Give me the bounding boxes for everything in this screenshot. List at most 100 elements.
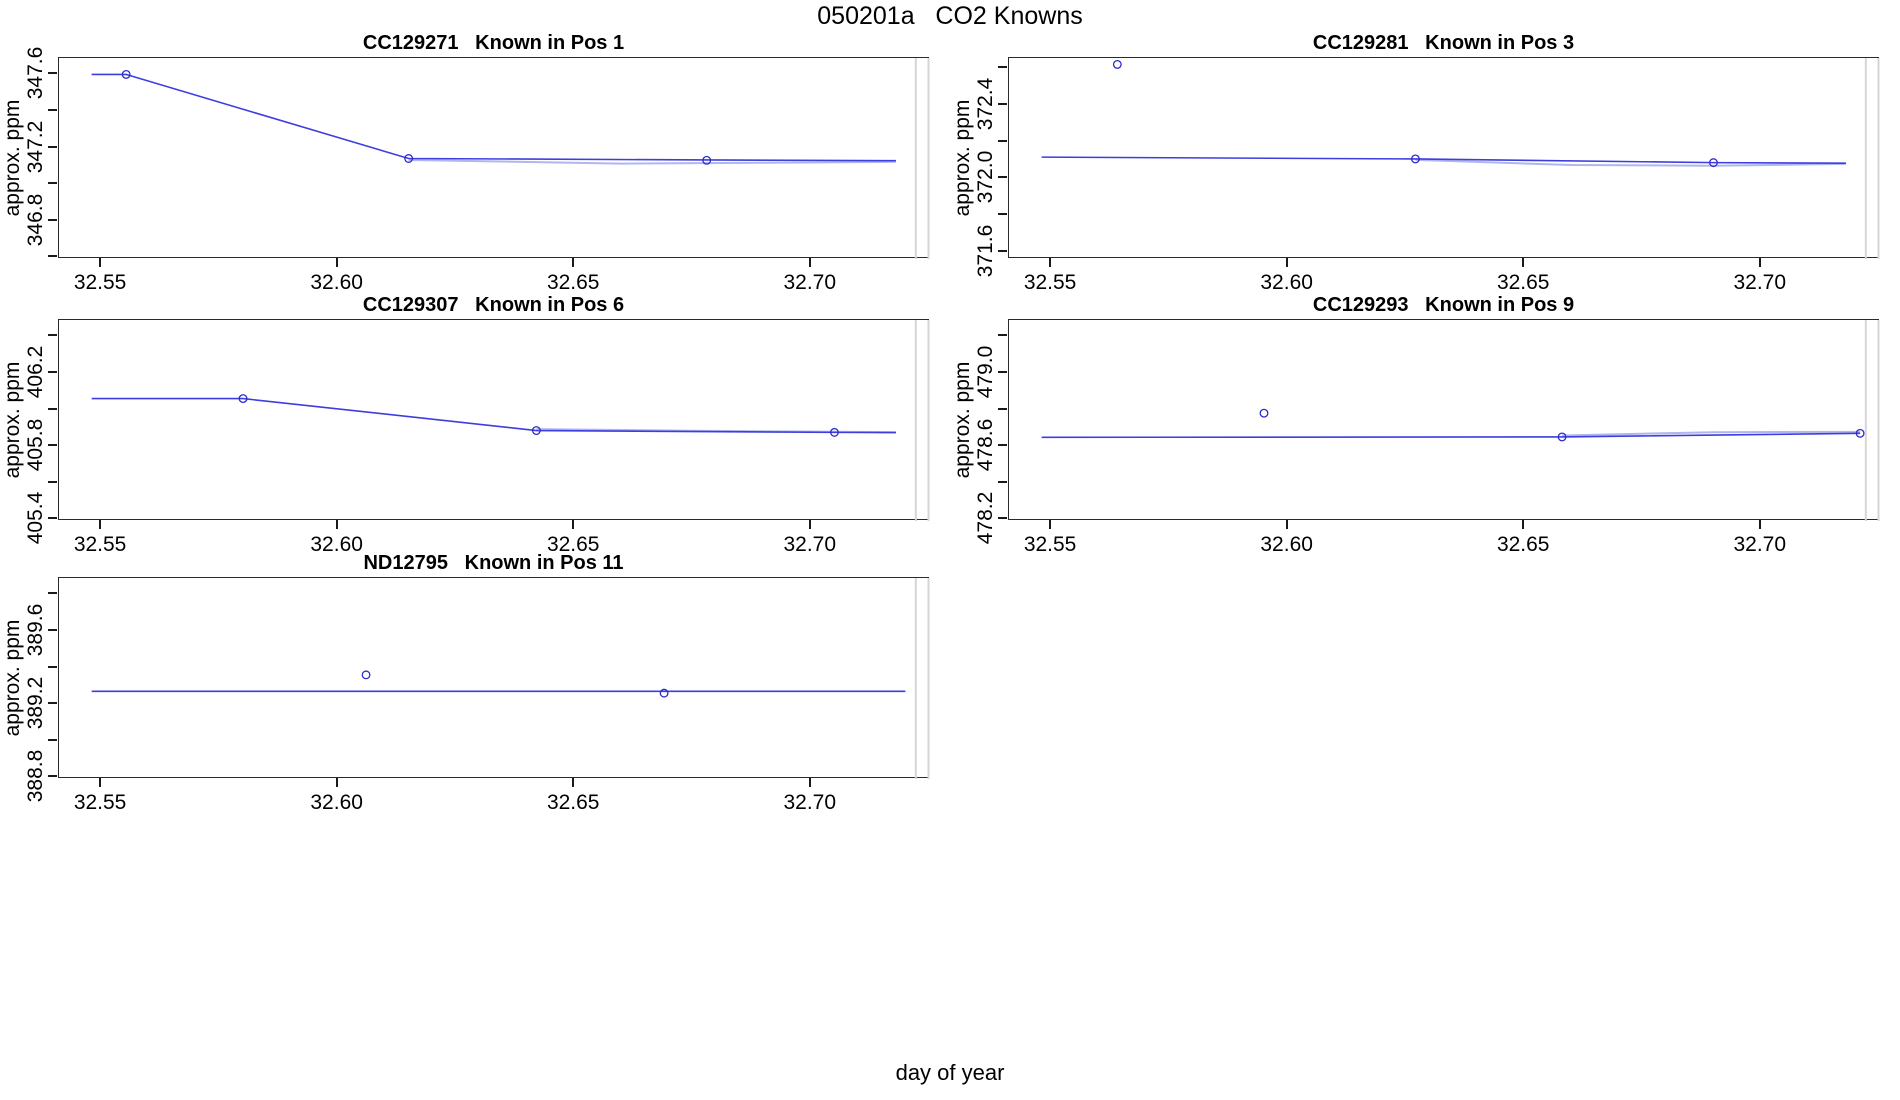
x-tick xyxy=(572,520,575,529)
x-tick xyxy=(1522,520,1525,529)
panel-title-CC129271: CC129271 Known in Pos 1 xyxy=(362,32,625,54)
y-tick xyxy=(48,370,57,373)
y-tick-label: 478.6 xyxy=(974,418,997,472)
plot-box-CC129271 xyxy=(58,57,930,259)
x-tick xyxy=(1758,520,1761,529)
y-axis-label-CC129271: approx. ppm xyxy=(1,99,24,216)
x-tick-label: 32.70 xyxy=(783,791,837,814)
data-point xyxy=(1709,158,1718,168)
y-tick xyxy=(998,102,1007,105)
y-tick-label: 388.8 xyxy=(24,749,47,803)
y-tick-label: 406.2 xyxy=(24,345,47,399)
plot-box-CC129281 xyxy=(1008,57,1880,259)
y-tick xyxy=(48,444,57,447)
x-tick xyxy=(335,778,338,787)
x-tick-label: 32.65 xyxy=(546,791,600,814)
plot-svg-CC129271 xyxy=(91,58,930,259)
data-point xyxy=(1557,432,1567,442)
y-tick xyxy=(48,517,57,520)
y-tick xyxy=(998,407,1007,410)
y-tick xyxy=(48,182,57,185)
y-tick-label: 479.0 xyxy=(974,345,997,399)
x-tick-label: 32.55 xyxy=(73,533,127,556)
x-axis-title: day of year xyxy=(895,1060,1005,1085)
x-tick-label: 32.60 xyxy=(1260,271,1313,294)
data-line xyxy=(91,73,896,162)
y-tick xyxy=(48,334,57,337)
fit-line xyxy=(408,158,896,165)
x-tick-label: 32.70 xyxy=(1733,271,1787,294)
y-tick xyxy=(48,628,57,631)
y-tick xyxy=(998,66,1007,69)
x-tick-label: 32.65 xyxy=(1496,271,1550,294)
y-tick xyxy=(48,665,57,668)
x-tick-label: 32.60 xyxy=(310,271,363,294)
x-tick xyxy=(1758,258,1761,267)
x-tick-label: 32.70 xyxy=(783,271,837,294)
y-tick xyxy=(48,775,57,778)
x-tick xyxy=(1049,258,1052,267)
y-tick xyxy=(48,702,57,705)
x-tick xyxy=(335,520,338,529)
x-tick-label: 32.55 xyxy=(73,271,127,294)
x-tick-label: 32.55 xyxy=(73,791,127,814)
plot-box-CC129293 xyxy=(1008,319,1880,521)
x-tick-label: 32.70 xyxy=(783,533,837,556)
data-point xyxy=(361,670,371,680)
data-point xyxy=(121,69,131,79)
y-tick-label: 389.2 xyxy=(24,676,47,730)
data-line xyxy=(1041,432,1861,439)
data-point xyxy=(829,427,839,437)
x-tick xyxy=(335,258,338,267)
y-axis-label-CC129293: approx. ppm xyxy=(951,361,974,478)
data-point xyxy=(1259,408,1269,418)
data-point xyxy=(659,688,669,698)
x-tick xyxy=(1285,520,1288,529)
plot-svg-CC129281 xyxy=(1041,58,1880,259)
y-tick-label: 372.4 xyxy=(974,77,997,131)
x-tick xyxy=(1522,258,1525,267)
y-tick xyxy=(998,444,1007,447)
data-point xyxy=(1410,154,1420,164)
x-tick-label: 32.70 xyxy=(1733,533,1787,556)
panel-title-CC129307: CC129307 Known in Pos 6 xyxy=(362,294,625,316)
x-tick xyxy=(99,778,102,787)
x-tick-label: 32.55 xyxy=(1023,271,1077,294)
panel-title-CC129281: CC129281 Known in Pos 3 xyxy=(1312,32,1575,54)
x-tick xyxy=(808,258,811,267)
y-tick xyxy=(998,139,1007,142)
y-tick-label: 405.8 xyxy=(24,418,47,472)
x-tick-label: 32.65 xyxy=(1496,533,1550,556)
y-tick-label: 372.0 xyxy=(974,150,997,204)
x-tick-label: 32.60 xyxy=(310,791,363,814)
fit-line xyxy=(1415,158,1846,167)
data-point xyxy=(531,426,541,435)
y-axis-label-CC129307: approx. ppm xyxy=(1,361,24,478)
y-tick-label: 371.6 xyxy=(974,224,997,277)
x-tick xyxy=(1049,520,1052,529)
x-tick-label: 32.60 xyxy=(310,533,363,556)
panel-title-ND12795: ND12795 Known in Pos 11 xyxy=(363,552,624,574)
y-tick xyxy=(48,407,57,410)
x-tick-label: 32.60 xyxy=(1260,533,1313,556)
x-tick-label: 32.65 xyxy=(546,533,600,556)
y-tick-label: 347.6 xyxy=(24,47,47,100)
x-tick-label: 32.55 xyxy=(1023,533,1077,556)
x-tick xyxy=(99,520,102,529)
y-tick xyxy=(998,249,1007,252)
y-tick-label: 346.8 xyxy=(24,193,47,246)
y-tick xyxy=(998,212,1007,215)
y-tick xyxy=(998,517,1007,520)
panel-title-CC129293: CC129293 Known in Pos 9 xyxy=(1312,294,1575,316)
y-axis-label-ND12795: approx. ppm xyxy=(1,619,24,736)
y-tick xyxy=(48,72,57,75)
y-tick xyxy=(998,480,1007,483)
y-tick xyxy=(48,145,57,148)
y-tick xyxy=(48,218,57,221)
y-tick xyxy=(48,738,57,741)
x-tick xyxy=(808,778,811,787)
y-tick-label: 405.4 xyxy=(24,491,47,545)
x-tick xyxy=(1285,258,1288,267)
data-point xyxy=(702,155,712,165)
plot-svg-CC129293 xyxy=(1041,320,1880,521)
